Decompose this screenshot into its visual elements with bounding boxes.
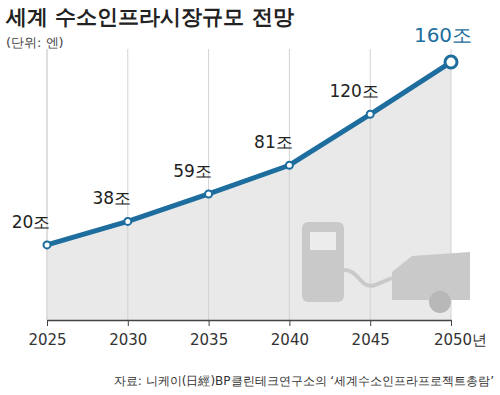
tick: 2045	[352, 320, 390, 349]
data-label: 20조	[12, 212, 51, 232]
grid-line	[47, 49, 48, 320]
grid-line	[208, 49, 209, 320]
icon-car	[392, 252, 470, 300]
tick: 2035	[190, 320, 228, 349]
line	[47, 62, 451, 245]
icon-pump	[302, 222, 344, 302]
marker	[445, 56, 457, 68]
area	[47, 62, 451, 320]
tick-label: 2030	[109, 331, 147, 349]
tick-label: 2040	[271, 331, 309, 349]
tick-label: 2035	[190, 331, 228, 349]
x-axis: 2025 2030 2035 2040 2045 2050년	[28, 320, 487, 349]
icon-hose	[344, 270, 392, 286]
marker	[286, 162, 293, 169]
marker	[205, 190, 212, 197]
source: 자료: 니케이(日經)BP클린테크연구소의 ‘세계수소인프라프로젝트총람’	[114, 374, 494, 388]
subtitle: (단위: 엔)	[6, 35, 64, 50]
tick-mark	[209, 320, 210, 326]
tick-mark	[370, 320, 371, 326]
icon-wheel	[429, 291, 451, 313]
tick-label: 2045	[352, 331, 390, 349]
grid-line	[289, 49, 290, 320]
data-label: 120조	[329, 81, 378, 101]
tick: 2030	[109, 320, 147, 349]
grid-line	[127, 49, 128, 320]
marker	[44, 241, 51, 248]
tick-mark	[128, 320, 129, 326]
tick: 2025	[28, 320, 66, 349]
tick-mark	[47, 320, 48, 326]
tick-label: 2050년	[434, 331, 487, 349]
marker	[124, 218, 131, 225]
data-label: 59조	[173, 161, 212, 181]
data-label: 38조	[92, 188, 131, 208]
tick-mark	[451, 320, 452, 326]
tick: 2050년	[434, 320, 487, 349]
icon	[302, 222, 470, 313]
tick-label: 2025	[28, 331, 66, 349]
y-axis-line	[47, 49, 48, 320]
title: 세계 수소인프라시장규모 전망	[5, 5, 294, 29]
icon-screen	[310, 232, 336, 250]
data-label: 81조	[254, 132, 293, 152]
chart: 세계 수소인프라시장규모 전망 (단위: 엔) 20조 38조 59조 81조 120조 16…	[0, 0, 500, 395]
tick: 2040	[271, 320, 309, 349]
data-label: 160조	[414, 23, 472, 47]
x-axis-line	[48, 320, 452, 322]
tick-mark	[289, 320, 290, 326]
marker	[367, 111, 374, 118]
